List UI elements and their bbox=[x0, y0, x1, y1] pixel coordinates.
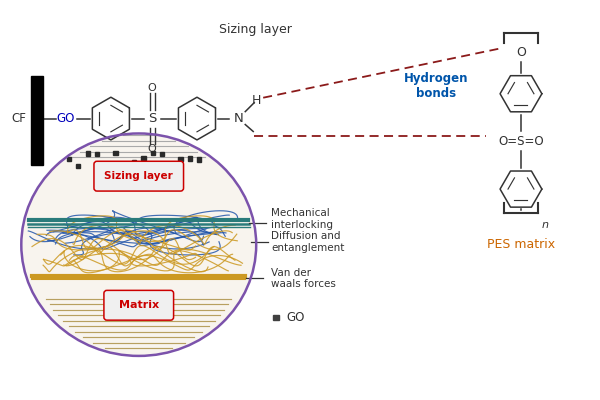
Text: O: O bbox=[516, 46, 526, 58]
Text: Sizing layer: Sizing layer bbox=[219, 23, 292, 36]
Text: Mechanical
interlocking: Mechanical interlocking bbox=[271, 208, 333, 230]
Text: Matrix: Matrix bbox=[119, 300, 159, 310]
FancyBboxPatch shape bbox=[94, 161, 184, 191]
Text: O: O bbox=[148, 144, 157, 154]
Text: GO: GO bbox=[286, 311, 304, 324]
Text: O: O bbox=[148, 83, 157, 93]
FancyBboxPatch shape bbox=[104, 290, 173, 320]
Text: O=S=O: O=S=O bbox=[498, 135, 544, 148]
Bar bbox=[31, 76, 43, 165]
Text: N: N bbox=[233, 112, 243, 125]
Ellipse shape bbox=[21, 134, 256, 356]
Text: Diffusion and
entanglement: Diffusion and entanglement bbox=[271, 231, 344, 252]
Text: GO: GO bbox=[56, 112, 74, 125]
Text: $n$: $n$ bbox=[541, 220, 549, 230]
Text: Hydrogen
bonds: Hydrogen bonds bbox=[404, 72, 469, 100]
Text: PES matrix: PES matrix bbox=[487, 238, 555, 251]
Text: H: H bbox=[251, 94, 261, 107]
Text: CF: CF bbox=[11, 112, 26, 125]
Text: S: S bbox=[148, 112, 157, 125]
Text: Sizing layer: Sizing layer bbox=[104, 171, 173, 181]
Text: Van der
waals forces: Van der waals forces bbox=[271, 268, 336, 289]
